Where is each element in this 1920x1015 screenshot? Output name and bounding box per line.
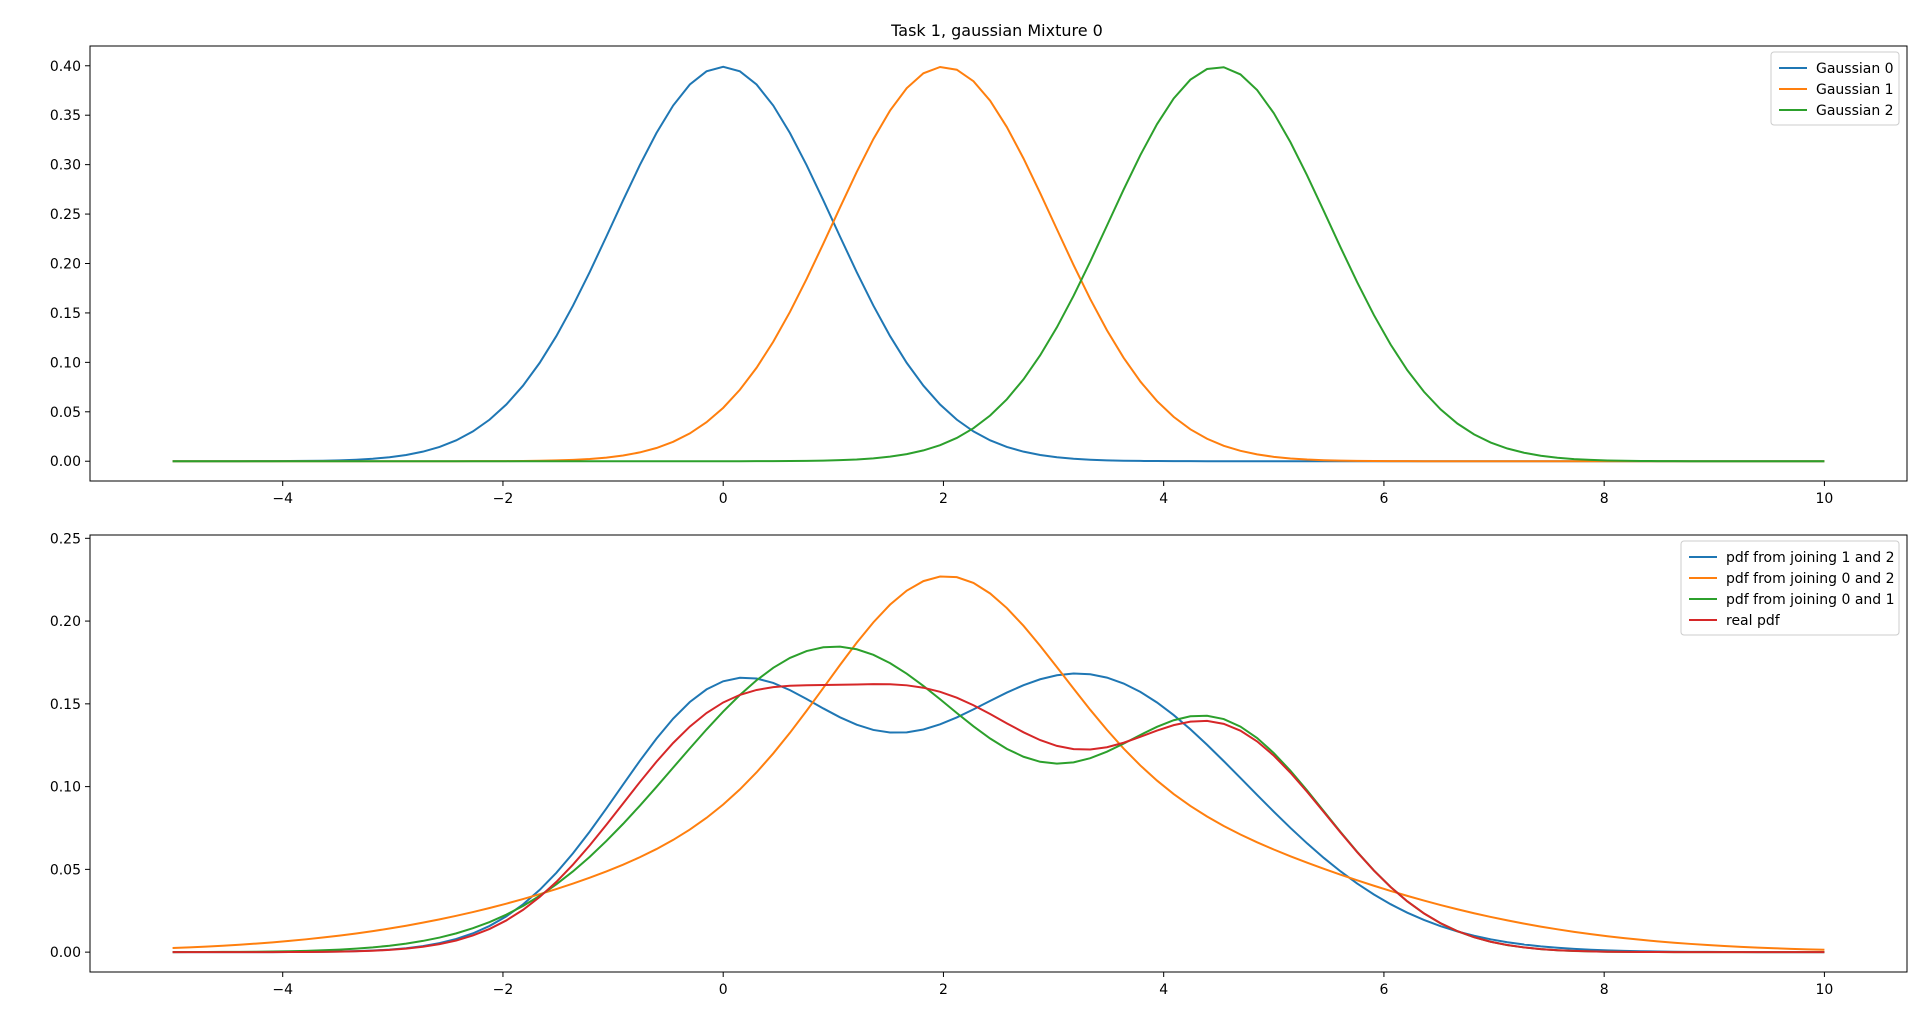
legend-label: real pdf [1726, 613, 1781, 629]
x-tick-label: 10 [1815, 982, 1833, 998]
legend-label: Gaussian 1 [1816, 82, 1894, 98]
y-tick-label: 0.00 [50, 945, 81, 961]
y-tick-label: 0.25 [50, 207, 81, 223]
x-tick-label: 4 [1159, 982, 1168, 998]
x-tick-label: 8 [1600, 982, 1609, 998]
top-plot-panel: −4 −2 0 2 4 6 8 10 0.00 0.05 0.10 0.15 0.20 0.25 0.30 0… [50, 45, 1908, 507]
legend-box [1770, 51, 1900, 126]
legend-label: Gaussian 2 [1816, 103, 1894, 119]
y-tick-label: 0.00 [50, 454, 81, 470]
x-tick-label: 6 [1379, 491, 1388, 507]
legend-label: pdf from joining 0 and 1 [1726, 592, 1895, 608]
x-tick-label: 0 [719, 491, 728, 507]
x-tick-label: 8 [1600, 491, 1609, 507]
x-tick-label: 2 [939, 491, 948, 507]
series-line-2 [172, 575, 1825, 951]
x-tick-label: 10 [1815, 491, 1833, 507]
y-tick-label: 0.15 [50, 306, 81, 322]
legend-label: Gaussian 0 [1816, 61, 1894, 77]
x-tick-label: −4 [272, 982, 293, 998]
y-tick-label: 0.10 [50, 355, 81, 371]
y-tick-label: 0.30 [50, 158, 81, 174]
series-line-4 [172, 683, 1825, 954]
y-tick-label: 0.40 [50, 59, 81, 75]
x-tick-label: 4 [1159, 491, 1168, 507]
x-tick-label: −4 [272, 491, 293, 507]
legend: Gaussian 0 Gaussian 1 Gaussian 2 [1770, 51, 1900, 126]
y-tick-label: 0.20 [50, 257, 81, 273]
axes-frame [89, 534, 1908, 973]
y-tick-label: 0.05 [50, 405, 81, 421]
series-line-3 [172, 66, 1825, 463]
y-tick-label: 0.20 [50, 614, 81, 630]
y-tick-label: 0.15 [50, 697, 81, 713]
legend-label: pdf from joining 1 and 2 [1726, 550, 1895, 566]
chart-title: Task 1, gaussian Mixture 0 [890, 21, 1103, 40]
y-tick-label: 0.35 [50, 108, 81, 124]
y-tick-label: 0.05 [50, 862, 81, 878]
x-tick-label: 6 [1379, 982, 1388, 998]
x-tick-label: 2 [939, 982, 948, 998]
x-tick-label: −2 [493, 982, 514, 998]
legend-box [1680, 540, 1900, 636]
bottom-plot-panel: −4 −2 0 2 4 6 8 10 0.00 0.05 0.10 0.15 0.20 0.25 pdf f… [50, 531, 1908, 998]
y-tick-label: 0.25 [50, 531, 81, 547]
x-tick-label: 0 [719, 982, 728, 998]
series-line-1 [172, 672, 1825, 954]
x-tick-label: −2 [493, 491, 514, 507]
y-tick-label: 0.10 [50, 780, 81, 796]
legend: pdf from joining 1 and 2 pdf from joining… [1680, 540, 1900, 636]
legend-label: pdf from joining 0 and 2 [1726, 571, 1895, 587]
